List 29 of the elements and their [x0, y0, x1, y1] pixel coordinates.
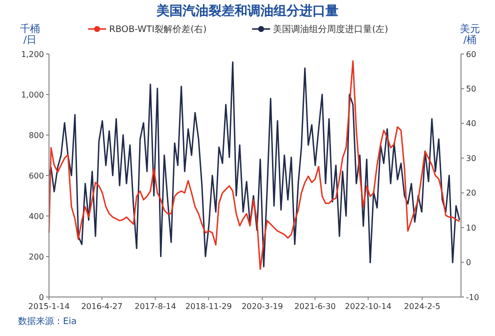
y-tick-label: 800	[28, 130, 44, 140]
y2-tick-label: 30	[466, 154, 476, 163]
x-tick-label: 2020-3-19	[242, 302, 283, 311]
y-tick-label: 1,000	[21, 90, 44, 100]
source-note: 数据来源：Eia	[18, 316, 77, 327]
y-tick-label: 200	[28, 252, 44, 262]
y2-tick-label: 0	[466, 258, 472, 268]
y2-tick-label: 50	[466, 84, 476, 94]
x-tick-label: 2016-4-27	[81, 302, 123, 311]
y2-tick-label: 20	[466, 188, 476, 198]
y-tick-label: 600	[28, 171, 44, 180]
y-tick-label: 0	[38, 292, 44, 302]
x-tick-label: 2017-8-14	[134, 302, 176, 311]
x-tick-label: 2024-2-5	[404, 302, 440, 311]
y2-tick-label: 60	[466, 50, 476, 59]
y2-tick-label: 40	[466, 119, 476, 128]
x-tick-label: 2021-6-30	[294, 302, 336, 311]
y-axis-title: 千桶/日	[20, 23, 40, 46]
y2-axis-title: 美元/桶	[460, 23, 480, 46]
y-tick-label: 400	[28, 212, 44, 221]
y2-tick-label: 10	[466, 223, 476, 232]
legend-label: RBOB-WTI裂解价差(右)	[109, 24, 207, 36]
chart-title: 美国汽油裂差和调油组分进口量	[156, 3, 338, 19]
x-tick-label: 2015-1-14	[28, 302, 70, 311]
y2-tick-label: -10	[466, 292, 480, 302]
x-tick-label: 2018-11-29	[185, 302, 232, 311]
x-tick-label: 2022-10-14	[344, 302, 392, 311]
legend-label: 美国调油组分周度进口量(左)	[273, 24, 388, 36]
y-tick-label: 1,200	[21, 50, 44, 59]
